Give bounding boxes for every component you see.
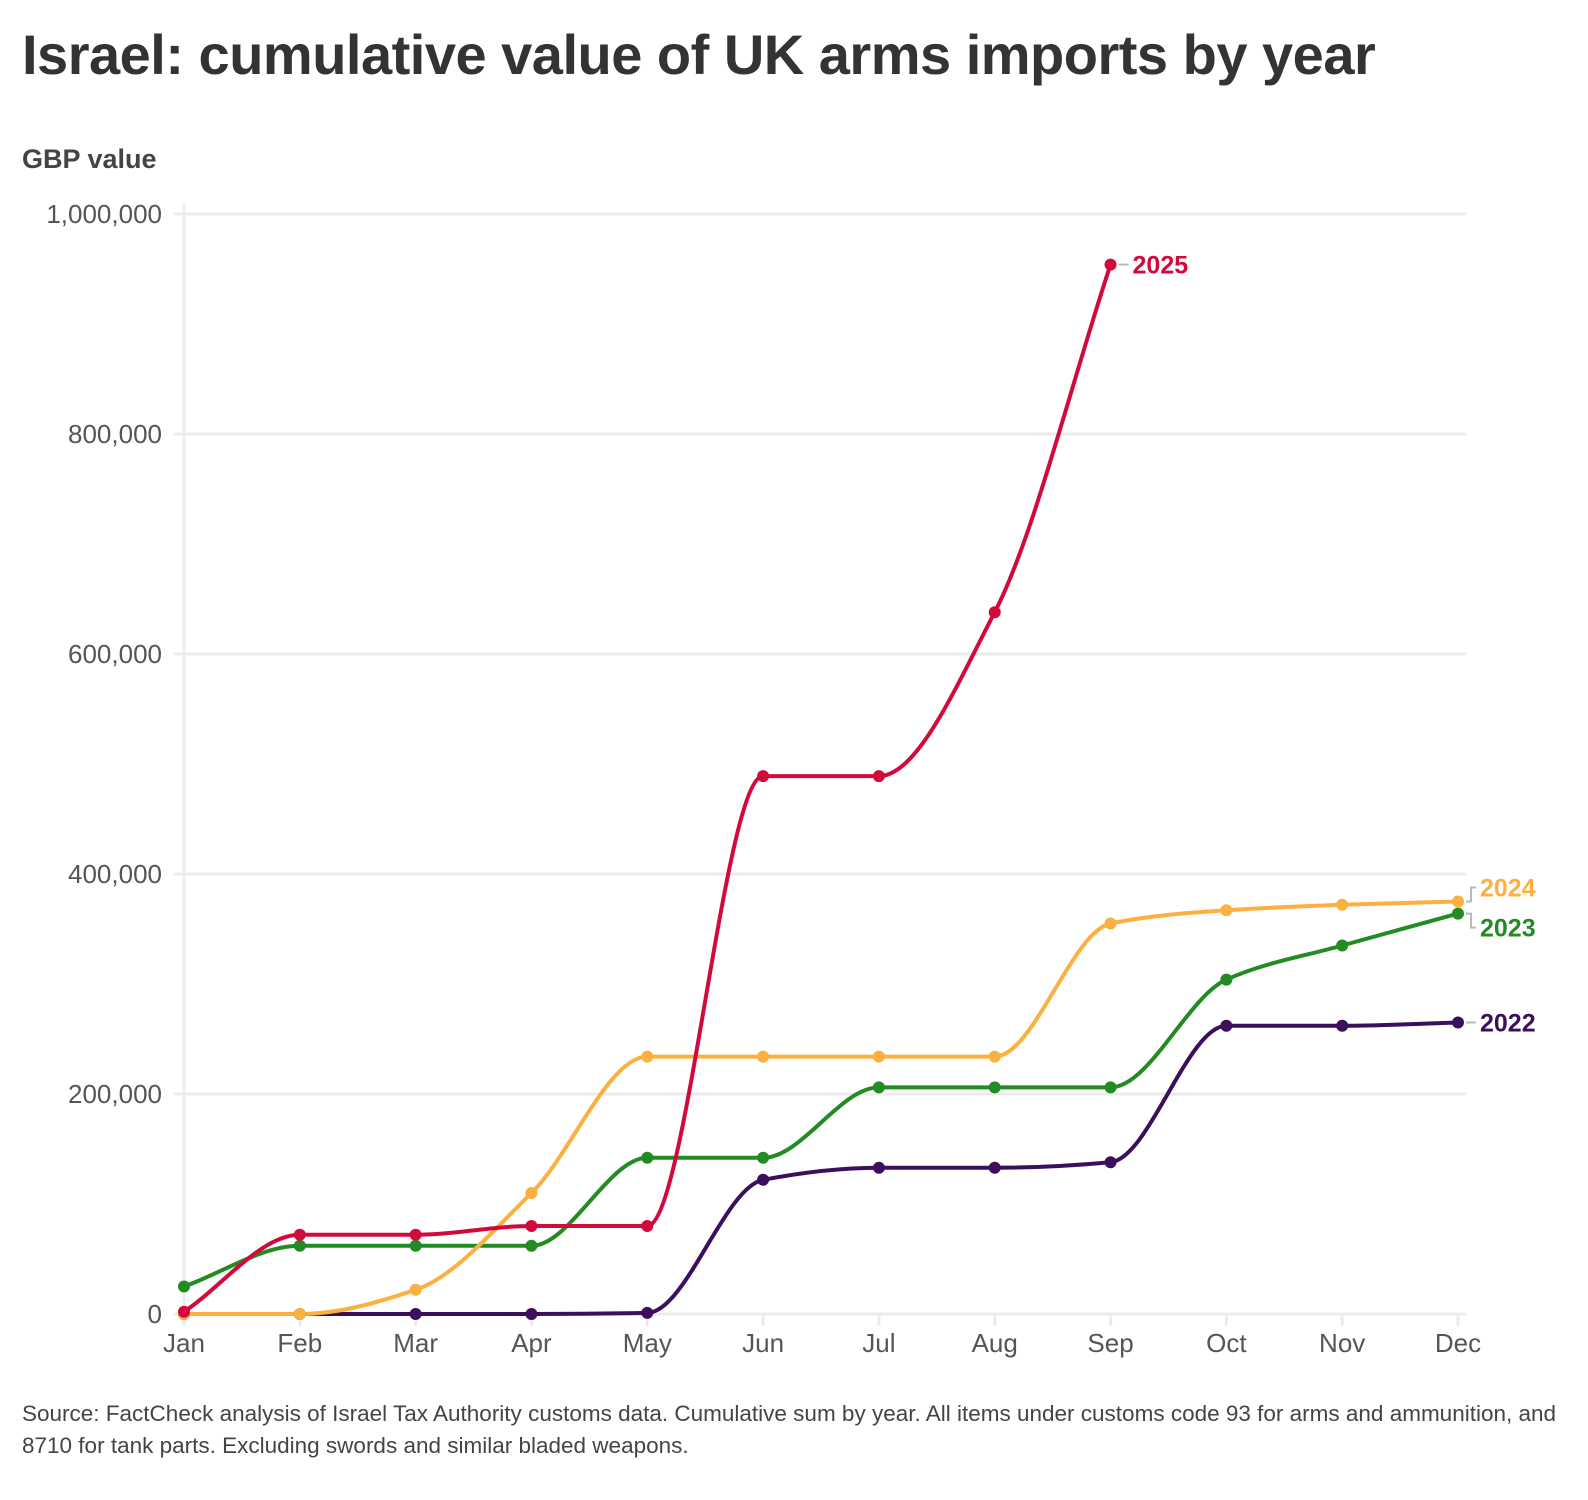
data-point (988, 1161, 1001, 1174)
x-tick-label: Jan (163, 1328, 205, 1358)
data-point (1452, 895, 1464, 908)
data-point (641, 1151, 654, 1164)
y-tick-label: 400,000 (68, 859, 162, 889)
series-label-2024: 2024 (1480, 875, 1536, 903)
y-tick-label: 1,000,000 (46, 199, 162, 229)
data-point (757, 1151, 770, 1164)
x-tick-label: Feb (277, 1328, 322, 1358)
y-axis-label: GBP value (22, 144, 157, 174)
data-point (525, 1220, 538, 1232)
gridlines (174, 204, 1466, 1326)
data-point (178, 1305, 190, 1318)
x-tick-label: Apr (511, 1328, 552, 1358)
data-point (525, 1239, 538, 1252)
data-point (409, 1308, 422, 1320)
series-labels: 2022 2023 2024 2025 (1118, 252, 1536, 1038)
data-point (409, 1228, 422, 1241)
series-lines (182, 262, 1460, 1316)
data-point (641, 1306, 654, 1319)
data-point (293, 1239, 306, 1252)
data-point (872, 770, 885, 783)
data-point (872, 1161, 885, 1174)
data-point (1452, 907, 1464, 920)
series-line-2022 (182, 1020, 1460, 1316)
x-tick-label: Jun (742, 1328, 784, 1358)
data-point (293, 1308, 306, 1320)
data-point (409, 1239, 422, 1252)
series-line-2023 (182, 911, 1460, 1289)
data-point (525, 1308, 538, 1320)
data-point (757, 1173, 770, 1186)
data-point (872, 1050, 885, 1063)
y-tick-label: 800,000 (68, 419, 162, 449)
series-label-2022: 2022 (1480, 1010, 1536, 1038)
data-point (1336, 898, 1349, 911)
label-leader (1466, 886, 1476, 903)
data-point (988, 1081, 1001, 1094)
y-tick-label: 0 (148, 1299, 162, 1329)
data-point (293, 1228, 306, 1241)
x-tick-label: Mar (393, 1328, 438, 1358)
source-note: Source: FactCheck analysis of Israel Tax… (22, 1401, 1557, 1458)
x-tick-label: Dec (1435, 1328, 1481, 1358)
y-axis-ticks: 0 200,000 400,000 600,000 800,000 1,000,000 (46, 199, 162, 1329)
data-point (1336, 939, 1349, 952)
data-point (1220, 1019, 1233, 1032)
x-tick-label: Sep (1087, 1328, 1133, 1358)
data-point (1104, 258, 1117, 271)
x-tick-label: Nov (1319, 1328, 1365, 1358)
data-point (1104, 1156, 1117, 1169)
data-point (409, 1283, 422, 1296)
y-tick-label: 200,000 (68, 1079, 162, 1109)
data-point (1336, 1019, 1349, 1032)
data-point (178, 1280, 190, 1293)
data-point (988, 1050, 1001, 1063)
data-point (872, 1081, 885, 1094)
data-point (757, 770, 770, 783)
chart-title: Israel: cumulative value of UK arms impo… (22, 23, 1376, 86)
x-tick-label: May (623, 1328, 672, 1358)
label-leader (1466, 912, 1476, 929)
x-axis-ticks: Jan Feb Mar Apr May Jun Jul Aug Sep Oct Nov Dec (163, 1328, 1481, 1358)
x-tick-label: Jul (862, 1328, 895, 1358)
data-point (1220, 973, 1233, 986)
data-point (1452, 1016, 1464, 1029)
data-point (1104, 1081, 1117, 1094)
data-point (1104, 917, 1117, 930)
x-tick-label: Aug (972, 1328, 1018, 1358)
x-tick-label: Oct (1206, 1328, 1247, 1358)
data-point (757, 1050, 770, 1063)
series-points (178, 258, 1464, 1320)
series-label-2023: 2023 (1480, 915, 1536, 943)
data-point (641, 1050, 654, 1063)
series-label-2025: 2025 (1133, 252, 1189, 280)
line-chart: 0 200,000 400,000 600,000 800,000 1,000,000 J… (46, 199, 1536, 1358)
data-point (988, 606, 1001, 619)
data-point (525, 1187, 538, 1199)
data-point (1220, 904, 1233, 917)
data-point (641, 1220, 654, 1232)
y-tick-label: 600,000 (68, 639, 162, 669)
